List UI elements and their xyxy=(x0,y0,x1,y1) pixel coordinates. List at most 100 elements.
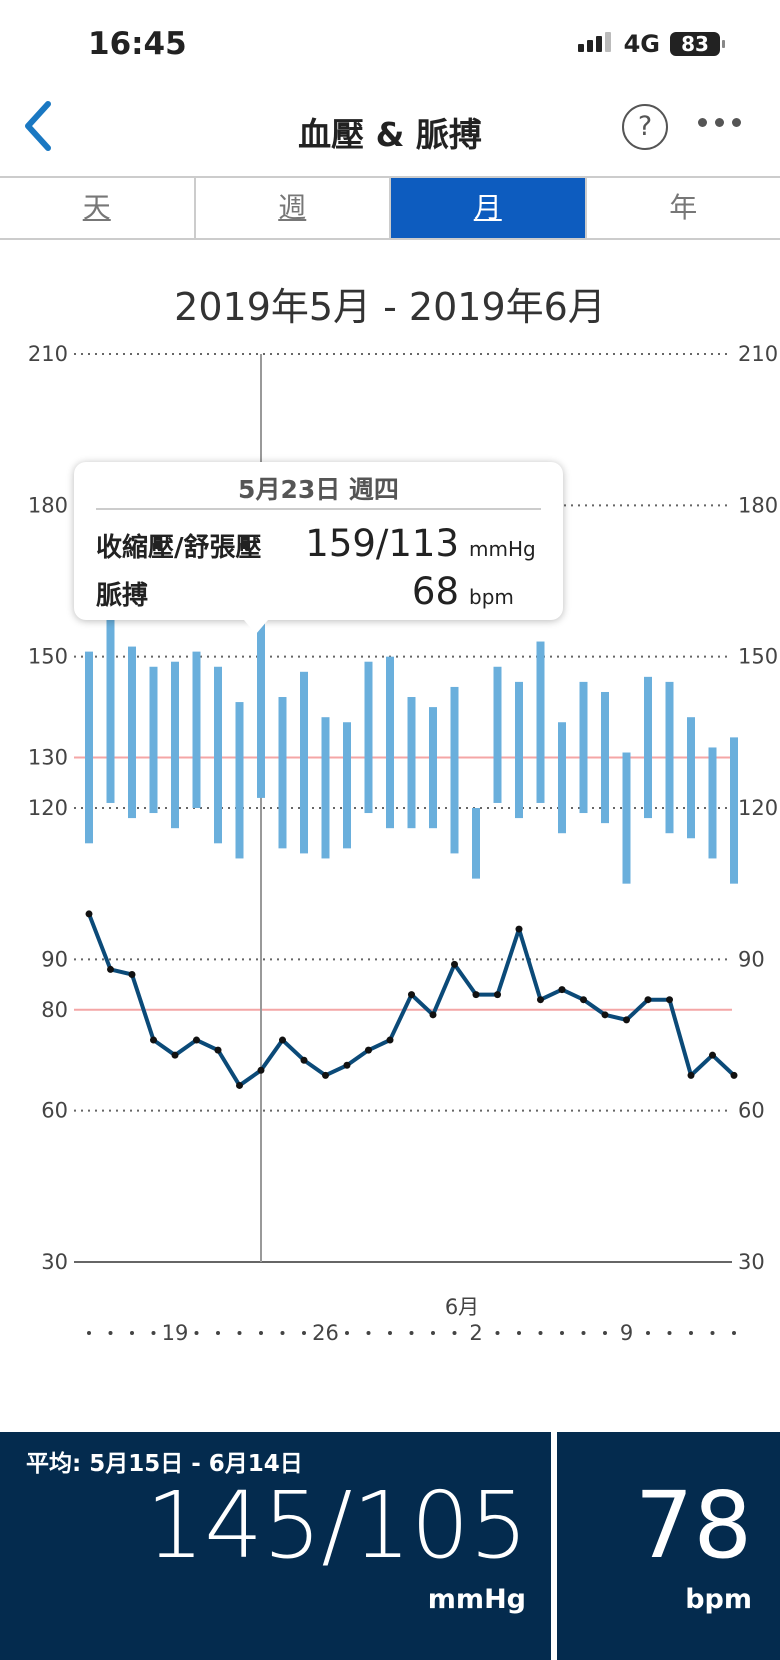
tooltip-pulse-label: 脈搏 xyxy=(96,581,149,611)
tooltip-bp-unit: mmHg xyxy=(469,537,536,561)
tooltip-divider xyxy=(96,508,541,510)
bp-range-bar xyxy=(214,666,222,844)
help-button[interactable]: ? xyxy=(622,104,668,150)
pulse-point xyxy=(644,996,652,1004)
pulse-point xyxy=(730,1071,738,1079)
tooltip-pulse-row: 脈搏 68 bpm xyxy=(96,570,541,613)
x-tick-dot xyxy=(452,1331,457,1335)
tab-week[interactable]: 週 xyxy=(196,178,391,238)
y-tick-label-left: 90 xyxy=(41,947,68,971)
pulse-point xyxy=(537,996,544,1004)
tooltip-pulse-value: 68 xyxy=(411,570,459,613)
status-time: 16:45 xyxy=(88,26,187,62)
x-tick-dot xyxy=(538,1331,543,1335)
y-tick-label-left: 130 xyxy=(28,746,68,770)
y-tick-label-right: 90 xyxy=(738,947,765,971)
x-tick-dot xyxy=(603,1331,607,1335)
pulse-point xyxy=(300,1056,308,1064)
x-tick-dot xyxy=(581,1331,586,1335)
x-tick-dot xyxy=(560,1331,564,1335)
bp-range-bar xyxy=(343,722,351,849)
bp-range-bar xyxy=(493,666,502,803)
bp-range-bar xyxy=(665,681,674,834)
bp-range-bar xyxy=(687,717,695,839)
x-tick-dot xyxy=(710,1331,715,1335)
x-tick-dot xyxy=(689,1331,693,1335)
y-tick-label-left: 150 xyxy=(28,645,68,669)
x-tick-dot xyxy=(495,1331,500,1335)
bp-range-bar xyxy=(579,681,588,814)
pulse-point xyxy=(193,1036,200,1044)
y-tick-label-right: 30 xyxy=(738,1250,765,1274)
bp-range-bar xyxy=(450,686,459,854)
y-tick-label-left: 60 xyxy=(41,1099,68,1123)
pulse-point xyxy=(171,1051,179,1059)
bp-range-bar xyxy=(149,666,158,814)
pulse-point xyxy=(429,1011,437,1019)
x-tick-dot xyxy=(280,1331,285,1335)
y-tick-label-right: 60 xyxy=(738,1099,765,1123)
x-tick-dot xyxy=(431,1331,435,1335)
more-dots-icon xyxy=(698,112,749,131)
bp-range-bar xyxy=(386,656,394,829)
period-tabs: 天 週 月 年 xyxy=(0,176,780,240)
tab-month[interactable]: 月 xyxy=(391,178,587,238)
x-tick-dot xyxy=(667,1331,672,1335)
x-tick-dot xyxy=(237,1331,242,1335)
x-tick-dot xyxy=(646,1331,650,1335)
average-range-label: 平均: 5月15日 - 6月14日 xyxy=(26,1451,303,1477)
x-tick-dot xyxy=(216,1331,220,1335)
question-icon: ? xyxy=(637,111,653,142)
x-tick-label: 19 xyxy=(162,1321,189,1345)
bp-range-bar xyxy=(192,651,201,808)
bp-range-bar xyxy=(235,702,244,859)
tab-year[interactable]: 年 xyxy=(669,191,698,224)
bp-range-bar xyxy=(407,697,416,829)
x-tick-dot xyxy=(517,1331,521,1335)
bp-range-bar xyxy=(171,661,179,829)
x-tick-label: 2 xyxy=(469,1321,482,1345)
tooltip-bp-value: 159/113 xyxy=(305,522,459,565)
bp-range-bar xyxy=(601,691,609,824)
more-button[interactable] xyxy=(698,112,758,138)
battery-icon: 83 xyxy=(670,32,725,56)
x-tick-label: 26 xyxy=(312,1321,339,1345)
bp-pulse-chart[interactable]: 210 210 180 180 150 150 130 120 120 90 90 80 60 60 30 3… xyxy=(0,340,780,1420)
x-tick-dot xyxy=(87,1331,91,1335)
back-button[interactable] xyxy=(18,98,58,154)
x-tick-dot xyxy=(366,1331,371,1335)
bp-range-bar xyxy=(515,681,523,819)
bp-range-bar xyxy=(257,611,265,798)
pulse-point xyxy=(515,925,523,933)
x-month-label: 6月 xyxy=(445,1295,479,1319)
x-tick-dot xyxy=(409,1331,414,1335)
pulse-average-value: 78 xyxy=(634,1472,752,1579)
y-tick-label-right: 120 xyxy=(738,796,778,820)
bp-range-bar xyxy=(106,616,115,803)
tab-day[interactable]: 天 xyxy=(0,178,196,238)
pulse-point xyxy=(128,970,136,978)
x-tick-dot xyxy=(194,1331,199,1335)
tooltip-bp-row: 收縮壓/舒張壓 159/113 mmHg xyxy=(96,522,541,565)
tooltip-date: 5月23日 週四 xyxy=(238,475,399,504)
pulse-point xyxy=(601,1011,609,1019)
bp-average-unit: mmHg xyxy=(427,1584,526,1615)
y-tick-label-left: 80 xyxy=(41,998,68,1022)
y-tick-label-left: 180 xyxy=(28,493,68,517)
x-tick-dot xyxy=(302,1331,306,1335)
pulse-point xyxy=(107,965,114,973)
pulse-point xyxy=(451,960,458,968)
pulse-point xyxy=(365,1046,372,1054)
x-tick-dot xyxy=(732,1331,736,1335)
x-tick-dot xyxy=(130,1331,134,1335)
x-tick-dot xyxy=(345,1331,349,1335)
bp-range-bar xyxy=(300,671,308,854)
pulse-point xyxy=(150,1036,157,1044)
y-tick-label-right: 180 xyxy=(738,493,778,517)
y-tick-label-right: 150 xyxy=(738,645,778,669)
average-summary: 平均: 5月15日 - 6月14日 145/105 mmHg 78 bpm xyxy=(0,1432,780,1660)
pulse-point xyxy=(257,1066,265,1074)
bp-average-value: 145/105 xyxy=(145,1472,528,1579)
pulse-point xyxy=(494,991,501,999)
pulse-point xyxy=(666,996,673,1004)
